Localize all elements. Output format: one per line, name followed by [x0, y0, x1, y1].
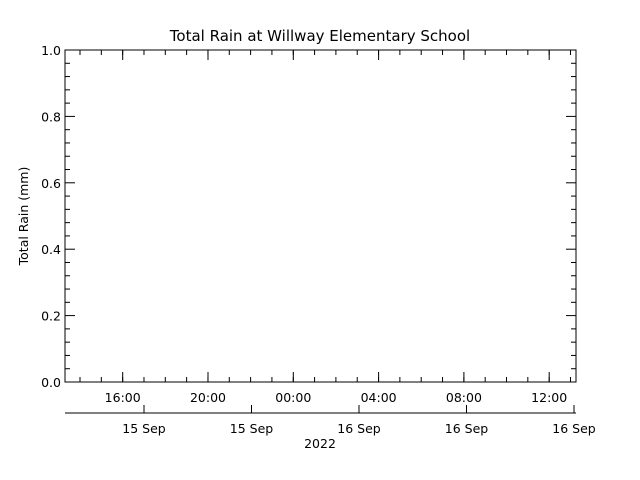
y-axis-label: Total Rain (mm): [16, 167, 31, 267]
x-hour-tick-label: 00:00: [275, 390, 311, 405]
x-date-tick-label: 16 Sep: [552, 421, 596, 436]
x-date-tick-label: 16 Sep: [445, 421, 489, 436]
x-date-tick-label: 16 Sep: [337, 421, 381, 436]
y-tick-label: 0.8: [41, 109, 61, 124]
y-tick-label: 0.4: [41, 242, 61, 257]
x-hour-tick-label: 16:00: [105, 390, 141, 405]
x-date-tick-label: 15 Sep: [230, 421, 274, 436]
axis-ticks: 0.0 0.2 0.4 0.6 0.8 1.0 16:00 20:00 00:00 04:00 08…: [41, 43, 596, 436]
x-hour-tick-label: 08:00: [446, 390, 482, 405]
y-tick-label: 0.2: [41, 309, 61, 324]
chart-title: Total Rain at Willway Elementary School: [169, 27, 470, 45]
y-tick-label: 1.0: [41, 43, 61, 58]
plot-frame: [64, 49, 577, 383]
x-axis-label: 2022: [304, 436, 336, 451]
x-date-tick-label: 15 Sep: [122, 421, 166, 436]
x-hour-tick-label: 20:00: [190, 390, 226, 405]
x-hour-tick-label: 12:00: [531, 390, 567, 405]
x-hour-tick-label: 04:00: [361, 390, 397, 405]
y-tick-label: 0.0: [41, 375, 61, 390]
y-tick-label: 0.6: [41, 176, 61, 191]
